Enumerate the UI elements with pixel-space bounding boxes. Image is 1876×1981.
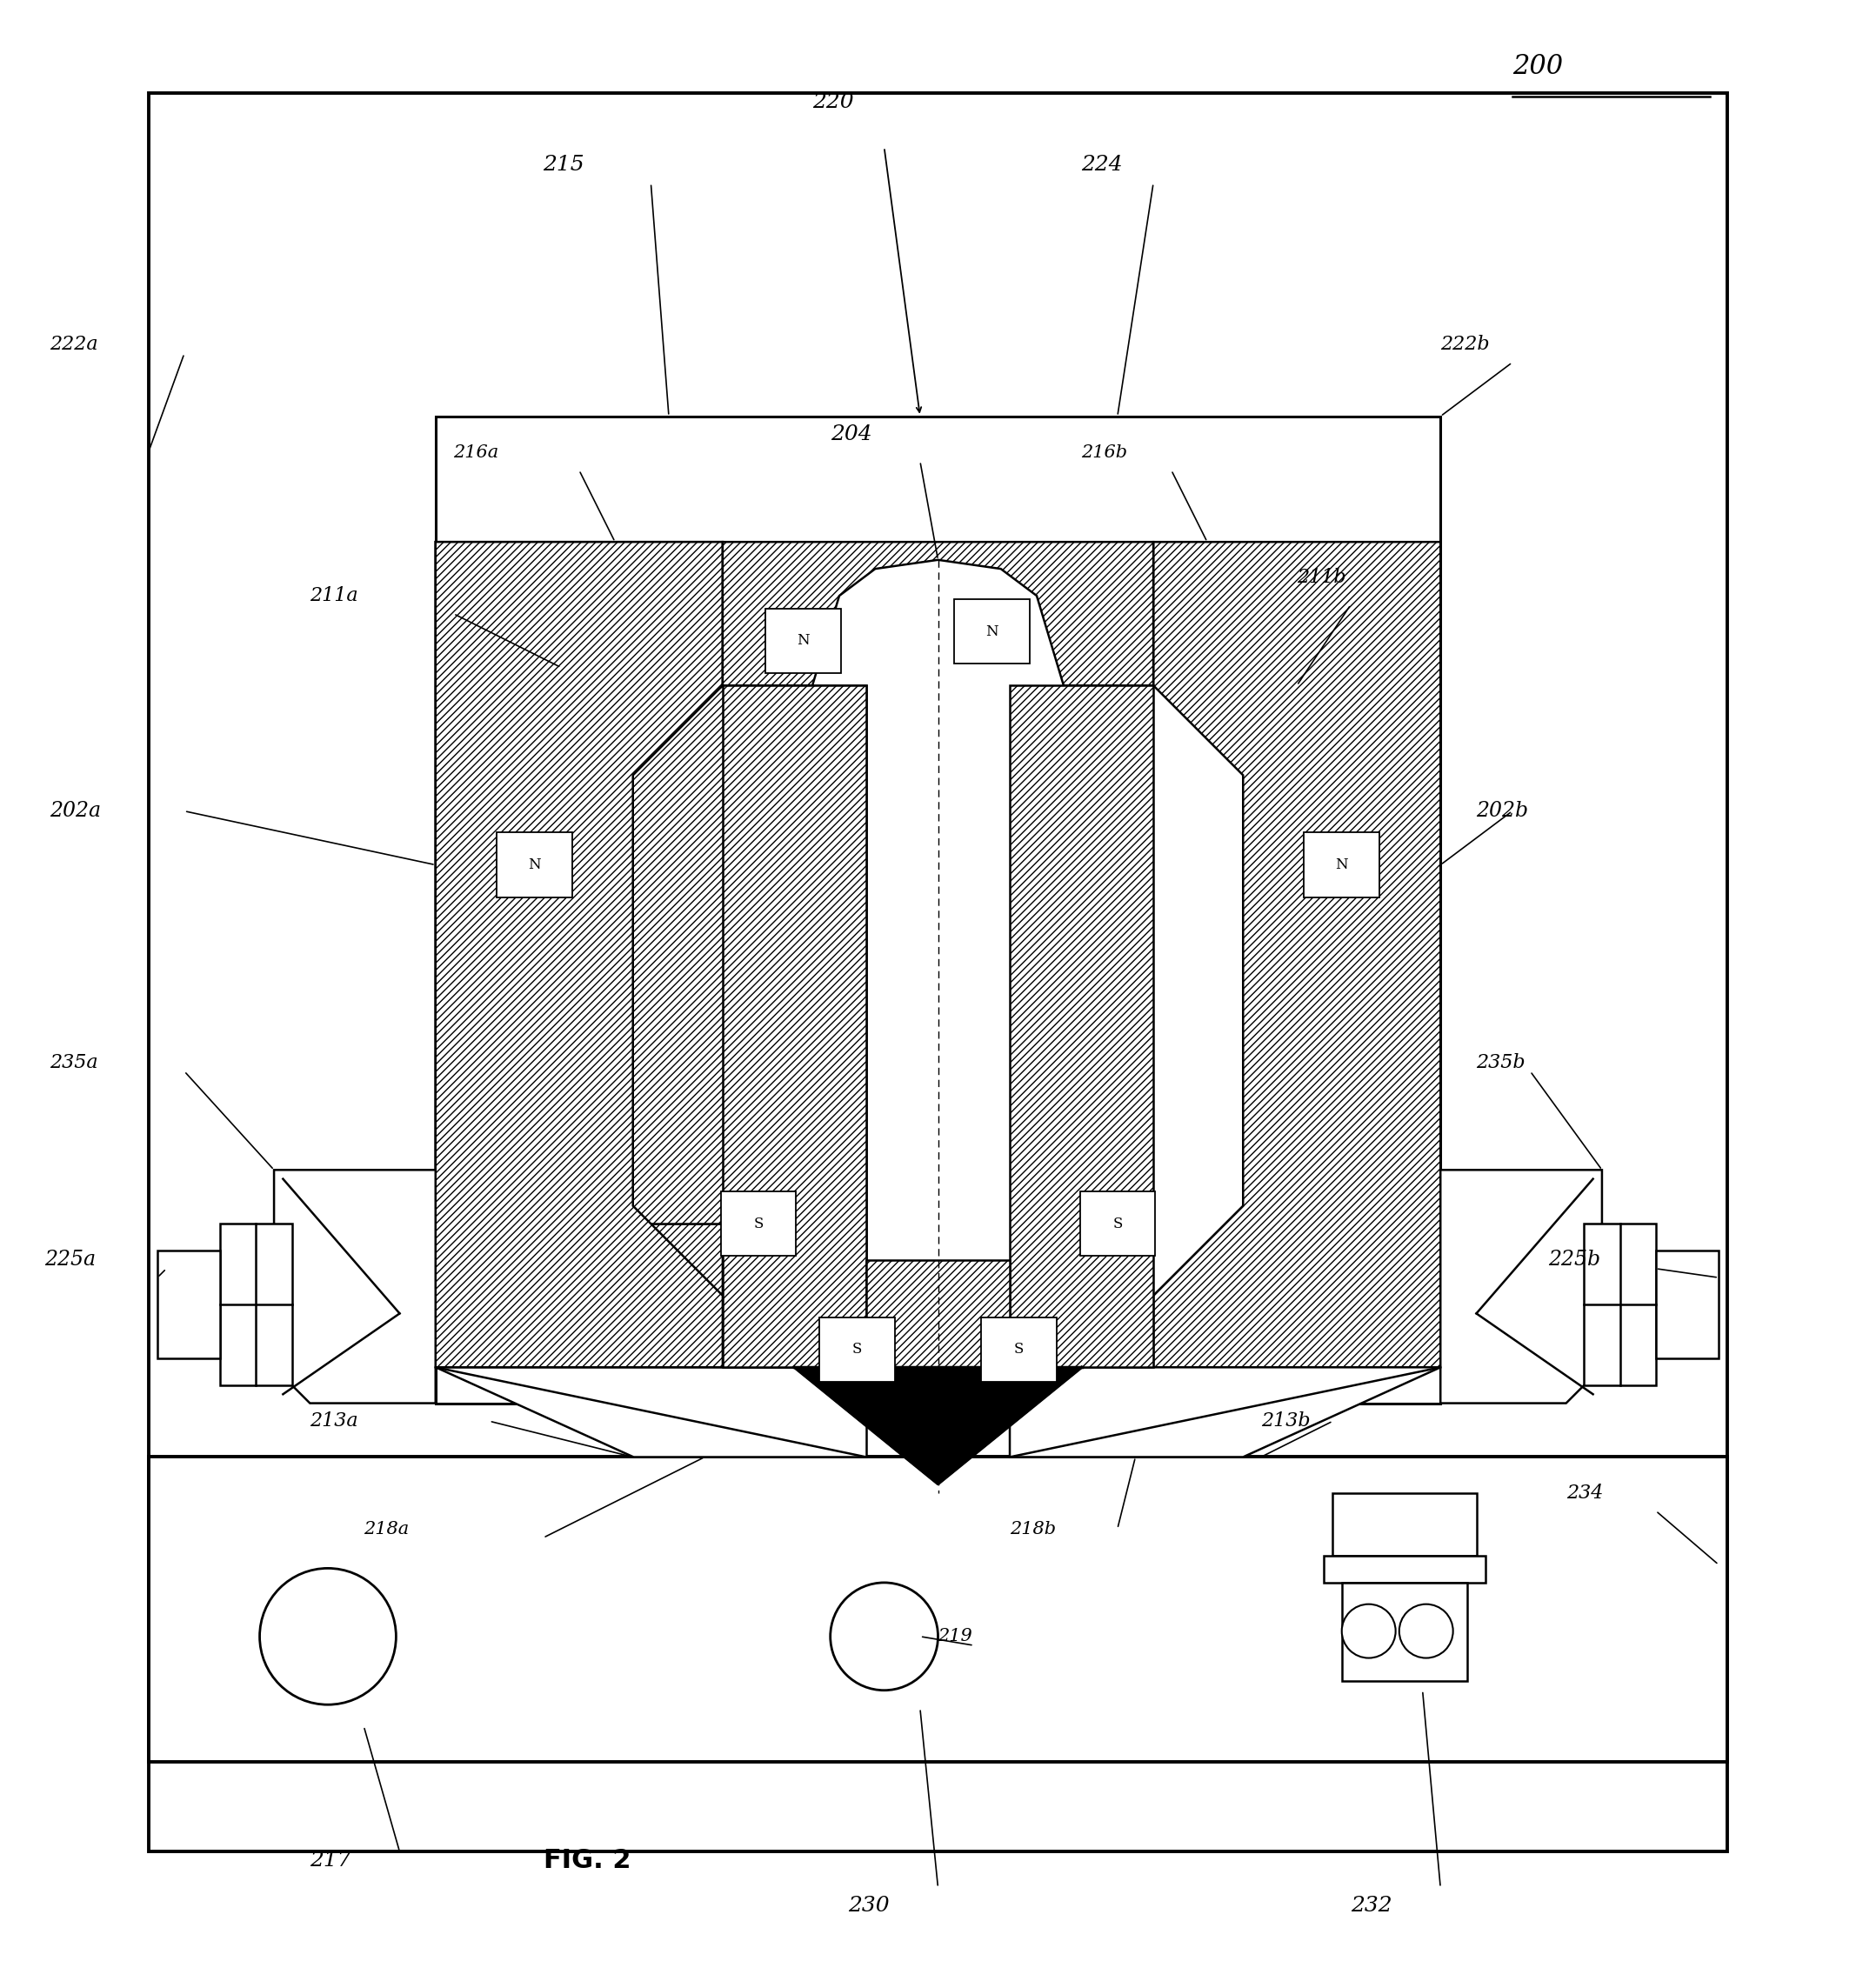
Bar [148, 1456, 1728, 1761]
Polygon shape [435, 543, 722, 1367]
Text: 225b: 225b [1548, 1250, 1600, 1270]
Text: 211a: 211a [310, 586, 358, 606]
Polygon shape [274, 1171, 435, 1403]
Text: 202a: 202a [49, 800, 101, 820]
Text: N: N [797, 634, 810, 648]
Text: 218b: 218b [1009, 1521, 1056, 1537]
Polygon shape [1154, 543, 1441, 1367]
Text: N: N [1336, 858, 1349, 872]
FancyBboxPatch shape [497, 832, 572, 897]
Polygon shape [794, 1367, 1082, 1484]
Text: 222a: 222a [49, 335, 98, 355]
Text: 216b: 216b [1082, 444, 1127, 460]
Bar [1341, 1583, 1467, 1682]
Text: 217: 217 [310, 1850, 351, 1870]
Bar [148, 93, 1728, 1852]
Polygon shape [722, 685, 867, 1367]
Circle shape [259, 1569, 396, 1704]
FancyBboxPatch shape [820, 1317, 895, 1381]
Text: N: N [985, 624, 998, 640]
Bar [1324, 1555, 1486, 1583]
Text: 232: 232 [1351, 1896, 1392, 1916]
Text: 202b: 202b [1476, 800, 1529, 820]
Polygon shape [435, 543, 722, 1367]
Text: S: S [1013, 1341, 1024, 1357]
Bar [435, 416, 1441, 1403]
Polygon shape [1009, 685, 1154, 1367]
Bar [1657, 1250, 1718, 1359]
Text: 215: 215 [544, 155, 585, 174]
Text: 235b: 235b [1476, 1052, 1525, 1072]
Text: 213a: 213a [310, 1412, 358, 1430]
Text: 218a: 218a [364, 1521, 409, 1537]
FancyBboxPatch shape [981, 1317, 1056, 1381]
Polygon shape [722, 543, 1154, 685]
Text: S: S [1112, 1216, 1122, 1230]
Circle shape [1341, 1605, 1396, 1658]
FancyBboxPatch shape [1081, 1191, 1156, 1256]
Text: FIG. 2: FIG. 2 [544, 1848, 630, 1874]
Polygon shape [435, 1367, 867, 1456]
Text: 219: 219 [938, 1628, 972, 1644]
FancyBboxPatch shape [720, 1191, 795, 1256]
Text: 200: 200 [1512, 53, 1563, 79]
Polygon shape [1441, 1171, 1602, 1403]
Text: 213b: 213b [1261, 1412, 1309, 1430]
Text: 204: 204 [831, 424, 872, 444]
Bar [158, 1250, 219, 1359]
Circle shape [831, 1583, 938, 1690]
Polygon shape [1009, 1367, 1441, 1456]
Text: 222b: 222b [1441, 335, 1490, 355]
Text: 230: 230 [848, 1896, 889, 1916]
FancyBboxPatch shape [955, 600, 1030, 664]
Bar [219, 1224, 293, 1385]
Circle shape [1399, 1605, 1454, 1658]
Polygon shape [867, 1260, 1009, 1367]
Text: 224: 224 [1082, 155, 1124, 174]
Polygon shape [615, 685, 867, 1367]
Text: 220: 220 [812, 93, 854, 113]
Text: 225a: 225a [45, 1250, 96, 1270]
Bar [1583, 1224, 1657, 1385]
Text: S: S [852, 1341, 863, 1357]
Text: 234: 234 [1566, 1484, 1602, 1502]
Text: N: N [527, 858, 540, 872]
Text: 211b: 211b [1296, 569, 1347, 588]
Bar [1332, 1494, 1476, 1555]
Text: S: S [754, 1216, 764, 1230]
FancyBboxPatch shape [765, 608, 840, 674]
Text: 216a: 216a [454, 444, 499, 460]
FancyBboxPatch shape [1304, 832, 1379, 897]
Text: 235a: 235a [49, 1052, 98, 1072]
